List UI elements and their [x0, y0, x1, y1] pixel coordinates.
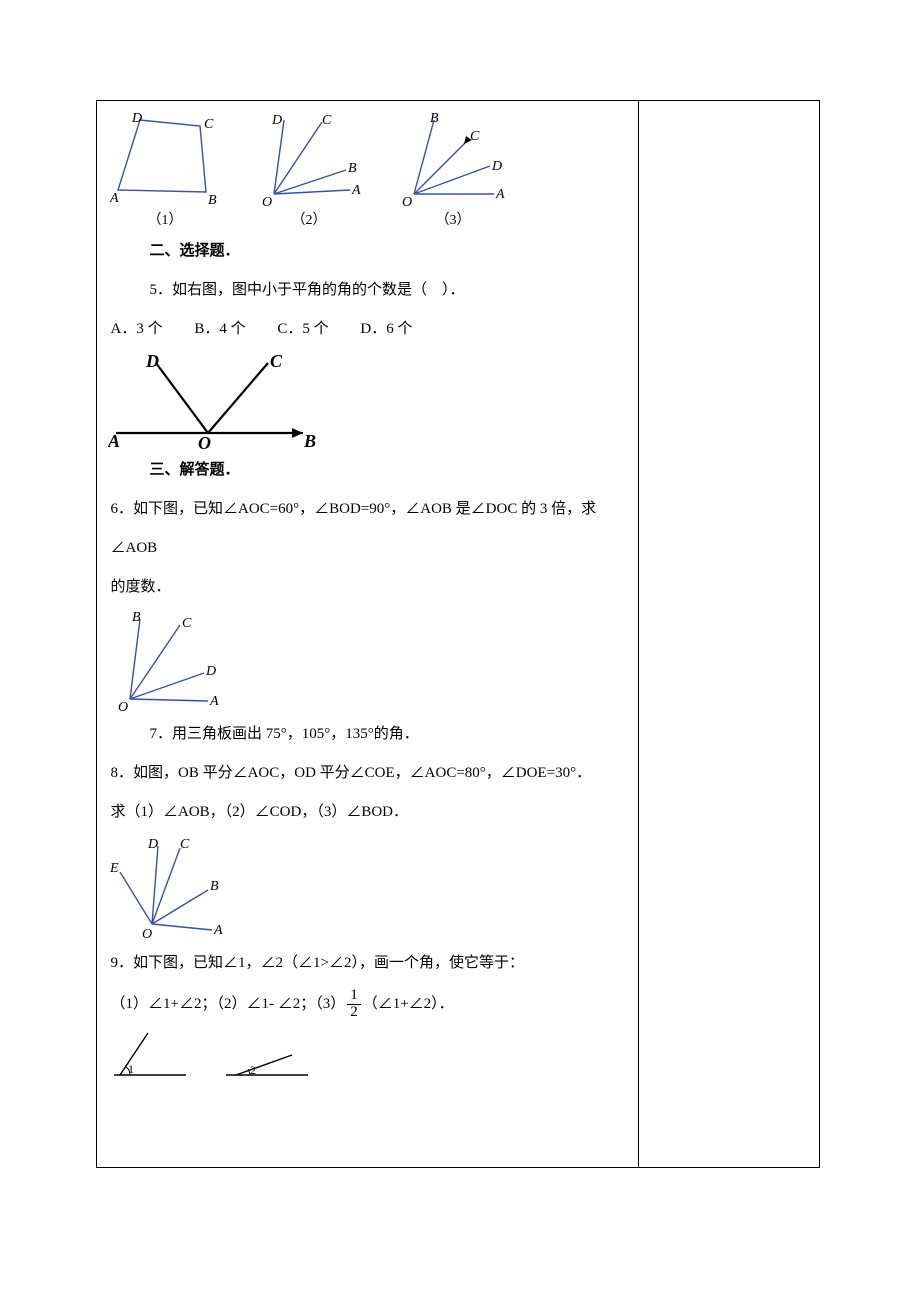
q8-svg: O A B C D E	[108, 834, 228, 942]
q5-svg: A B O D C	[108, 353, 323, 449]
q8-label-C: C	[180, 837, 190, 852]
label-O: O	[262, 195, 272, 208]
section-2-title: 二、选择题．	[106, 232, 628, 271]
label-B: B	[348, 161, 357, 176]
q6-line1: 6．如下图，已知∠AOC=60°，∠BOD=90°，∠AOB 是∠DOC 的 3…	[106, 490, 628, 568]
q6-label-C: C	[182, 616, 192, 631]
label-O: O	[402, 195, 412, 208]
label-C: C	[322, 113, 332, 128]
label-A: A	[351, 183, 361, 198]
frac-den: 2	[347, 1005, 361, 1021]
q6-svg: O A B C D	[108, 609, 226, 713]
label-C: C	[204, 117, 214, 132]
q5-label-C: C	[270, 353, 283, 371]
q9-line2-post: （∠1+∠2）．	[363, 996, 454, 1012]
q5-choices: A．3 个 B．4 个 C．5 个 D．6 个	[106, 310, 628, 349]
page: A B C D （1） O A B C D	[0, 0, 920, 1302]
q5-label-A: A	[108, 431, 120, 449]
figure-3: O A B C D （3）	[394, 112, 512, 228]
label-A: A	[109, 191, 119, 206]
q9-angle1-label: 1	[128, 1062, 134, 1076]
q5-label-B: B	[303, 431, 316, 449]
q9-angle2-label: 2	[250, 1063, 256, 1077]
label-B: B	[208, 193, 217, 208]
main-content: A B C D （1） O A B C D	[96, 100, 638, 1095]
label-D: D	[271, 113, 282, 128]
q8-line2: 求（1）∠AOB，（2）∠COD，（3）∠BOD．	[106, 793, 628, 832]
q8-line1: 8．如图，OB 平分∠AOC，OD 平分∠COE，∠AOC=80°，∠DOE=3…	[106, 754, 628, 793]
q5-text: 5．如右图，图中小于平角的角的个数是（ ）．	[106, 271, 628, 310]
q5-label-O: O	[198, 433, 211, 449]
q6-label-B: B	[132, 610, 141, 625]
frac-num: 1	[347, 988, 361, 1005]
q9-line2: （1）∠1+∠2；（2）∠1- ∠2；（3）12（∠1+∠2）．	[106, 983, 628, 1025]
q9-figure: 1 2	[108, 1027, 628, 1083]
figure-3-caption: （3）	[436, 214, 471, 228]
label-C: C	[470, 129, 480, 144]
label-A: A	[495, 187, 505, 202]
q8-label-E: E	[109, 861, 119, 876]
figure-row-top: A B C D （1） O A B C D	[106, 112, 628, 228]
q6-line2: 的度数．	[106, 568, 628, 607]
q5-figure: A B O D C	[108, 353, 628, 449]
q8-figure: O A B C D E	[108, 834, 628, 942]
figure-1: A B C D （1）	[106, 112, 224, 228]
label-D: D	[131, 112, 142, 126]
figure-1-caption: （1）	[148, 214, 183, 228]
q8-label-A: A	[213, 923, 223, 938]
q9-svg: 1 2	[108, 1027, 318, 1083]
q7-text: 7．用三角板画出 75°，105°，135°的角．	[106, 715, 628, 754]
q6-label-O: O	[118, 700, 128, 713]
q8-label-D: D	[147, 837, 158, 852]
q8-label-B: B	[210, 879, 219, 894]
label-B: B	[430, 112, 439, 126]
q5-choice-A: A．3 个	[111, 310, 163, 349]
q6-label-A: A	[209, 694, 219, 709]
figure-2: O A B C D （2）	[254, 112, 364, 228]
q6-figure: O A B C D	[108, 609, 628, 713]
fraction-half: 12	[347, 988, 361, 1021]
aside-divider	[638, 100, 639, 1168]
q9-line1: 9．如下图，已知∠1，∠2（∠1>∠2），画一个角，使它等于：	[106, 944, 628, 983]
section-3-title: 三、解答题．	[106, 451, 628, 490]
figure-2-caption: （2）	[292, 214, 327, 228]
q5-choice-D: D．6 个	[360, 310, 412, 349]
q8-label-O: O	[142, 927, 152, 942]
q5-choice-C: C．5 个	[277, 310, 328, 349]
label-D: D	[491, 159, 502, 174]
q9-line2-pre: （1）∠1+∠2；（2）∠1- ∠2；（3）	[111, 996, 346, 1012]
rays-oabcd-svg-2: O A B C D	[254, 112, 364, 208]
rays-oabcd-svg-3: O A B C D	[394, 112, 512, 208]
q5-label-D: D	[145, 353, 159, 371]
q6-label-D: D	[205, 664, 216, 679]
quad-abcd-svg: A B C D	[106, 112, 224, 208]
q5-choice-B: B．4 个	[194, 310, 245, 349]
